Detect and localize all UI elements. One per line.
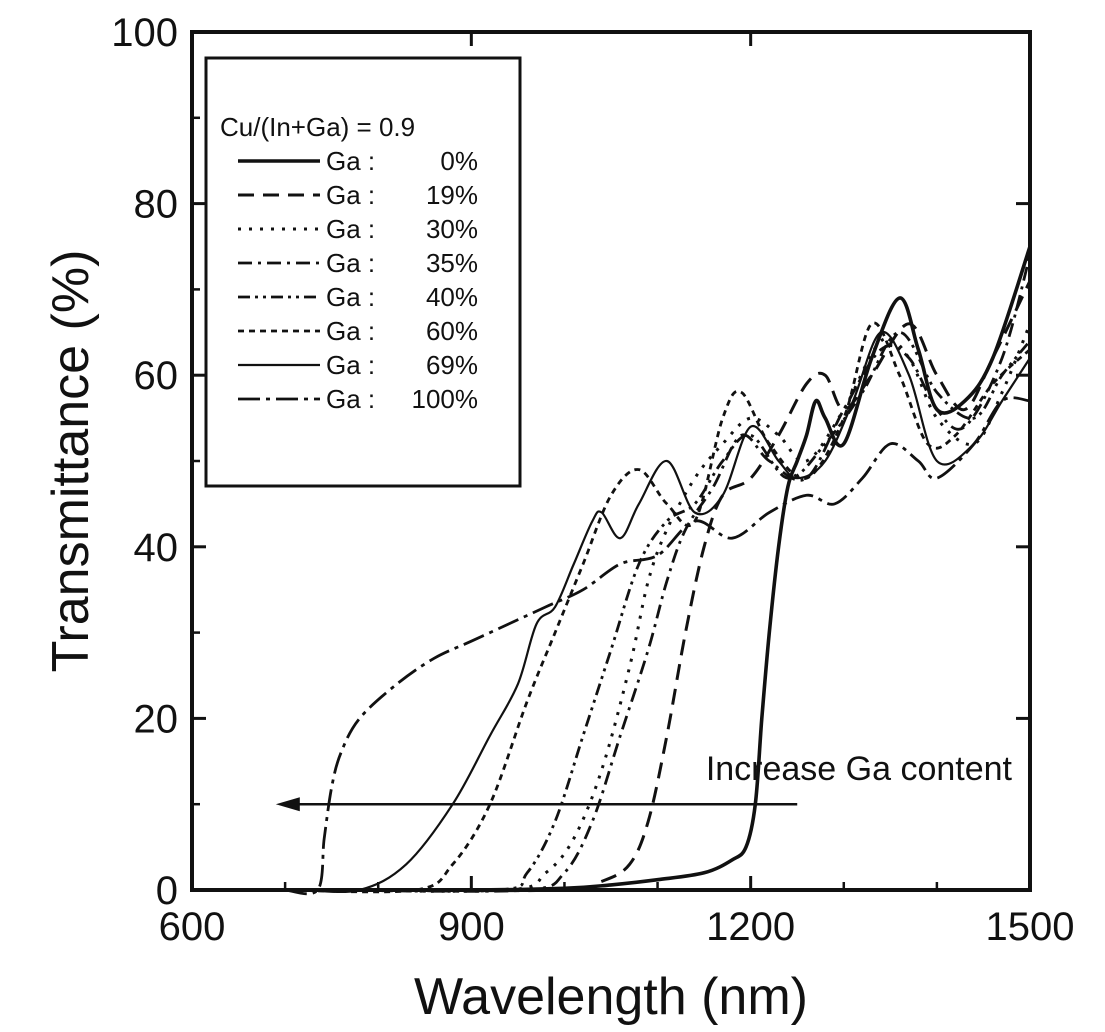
legend-label-7: Ga : — [326, 384, 375, 414]
legend-value-6: 69% — [426, 350, 478, 380]
y-tick-label: 80 — [134, 183, 179, 227]
series-line-3 — [378, 254, 1032, 893]
x-tick-label: 1200 — [706, 905, 795, 949]
legend-value-7: 100% — [412, 384, 479, 414]
plot-frame — [190, 30, 1032, 892]
legend-value-5: 60% — [426, 316, 478, 346]
legend-label-5: Ga : — [326, 316, 375, 346]
legend-label-4: Ga : — [326, 282, 375, 312]
legend-value-3: 35% — [426, 248, 478, 278]
legend: Cu/(In+Ga) = 0.9 Ga : 0% Ga : 19% Ga : 30% Ga :… — [204, 56, 522, 488]
series-line-1 — [378, 280, 1032, 893]
legend-label-3: Ga : — [326, 248, 375, 278]
series-line-5 — [285, 321, 1031, 894]
y-tick-label: 0 — [156, 869, 178, 913]
x-axis-title: Wavelength (nm) — [414, 968, 808, 1026]
series-layer — [284, 245, 1032, 896]
series-line-6 — [303, 330, 1031, 893]
x-tick-label: 1500 — [986, 905, 1075, 949]
legend-value-2: 30% — [426, 214, 478, 244]
series-line-4 — [331, 330, 1032, 893]
legend-label-0: Ga : — [326, 146, 375, 176]
y-tick-label: 100 — [111, 11, 178, 55]
x-tick-label: 900 — [438, 905, 505, 949]
legend-title: Cu/(In+Ga) = 0.9 — [220, 112, 415, 142]
y-tick-label: 60 — [134, 354, 179, 398]
legend-value-0: 0% — [440, 146, 478, 176]
ticks-layer: 600 900 1200 1500 0 20 40 60 80 100 — [111, 11, 1074, 949]
annotation-arrow-head — [275, 797, 300, 812]
series-line-7 — [284, 396, 1031, 896]
y-tick-label: 20 — [134, 697, 179, 741]
legend-label-6: Ga : — [326, 350, 375, 380]
legend-box — [204, 56, 522, 488]
y-axis-title: Transmittance (%) — [42, 250, 100, 673]
legend-label-2: Ga : — [326, 214, 375, 244]
annotation-text: Increase Ga content — [706, 750, 1013, 788]
legend-label-1: Ga : — [326, 180, 375, 210]
legend-value-4: 40% — [426, 282, 478, 312]
legend-value-1: 19% — [426, 180, 478, 210]
x-tick-label: 600 — [159, 905, 226, 949]
annotation: Increase Ga content — [275, 750, 1013, 812]
y-tick-label: 40 — [134, 526, 179, 570]
